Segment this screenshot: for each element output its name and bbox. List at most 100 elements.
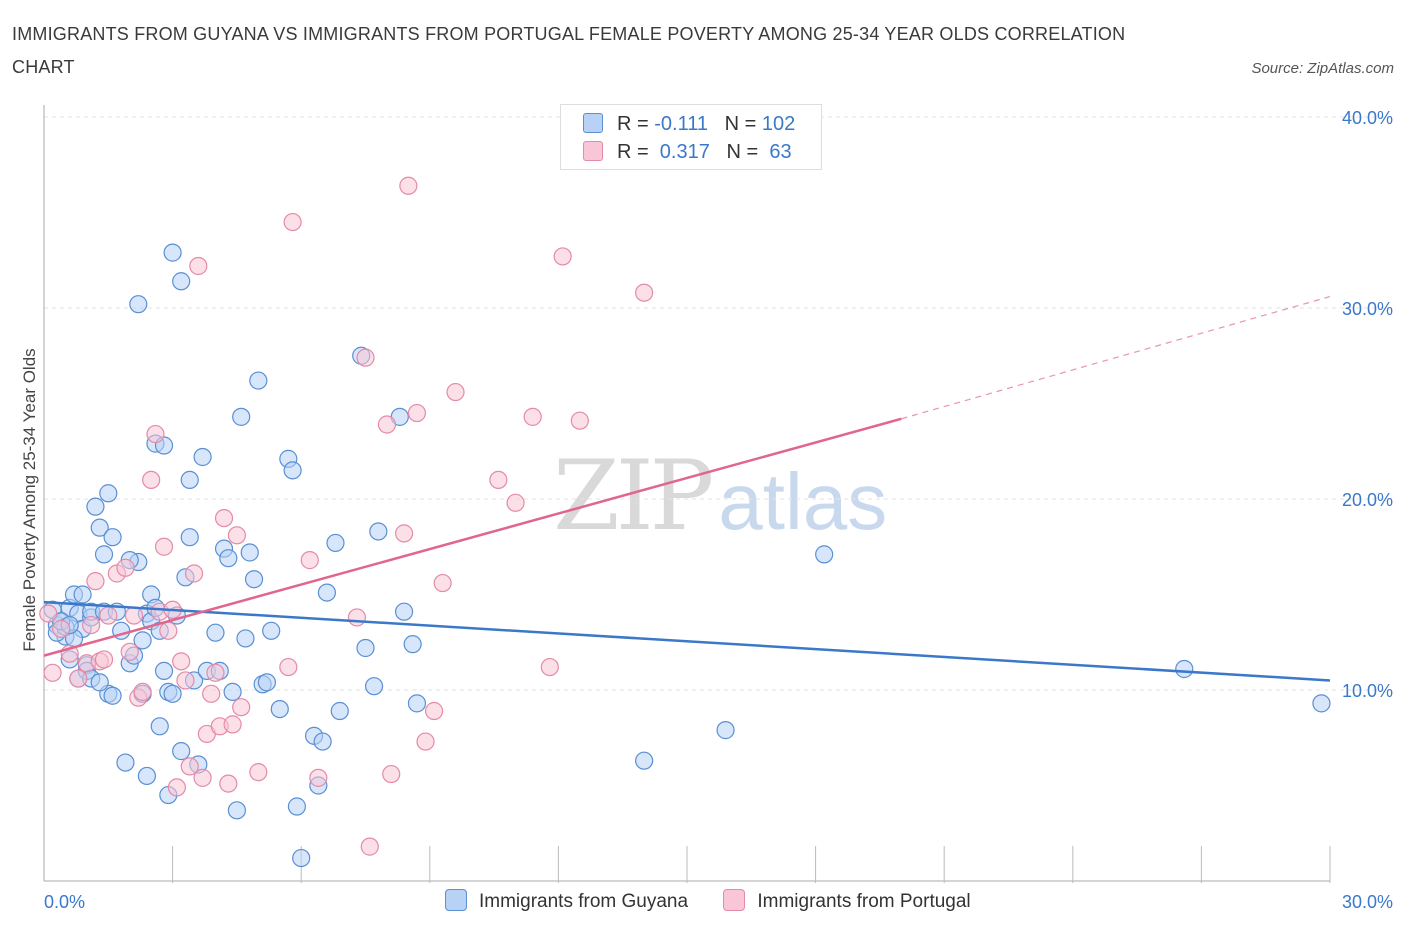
portugal-point (309, 768, 328, 787)
guyana-point (129, 295, 148, 314)
x-tick-label: 30.0% (1342, 892, 1393, 912)
portugal-point (489, 470, 508, 489)
portugal-point (227, 526, 246, 545)
portugal-point (116, 558, 135, 577)
portugal-point (300, 551, 319, 570)
portugal-point (356, 348, 375, 367)
guyana-point (180, 470, 199, 489)
guyana-point (716, 721, 735, 740)
portugal-point (223, 715, 242, 734)
portugal-legend-swatch (723, 889, 746, 911)
guyana-point (1175, 659, 1194, 679)
guyana-point (219, 549, 238, 568)
y-tick-label: 40.0% (1342, 108, 1393, 128)
stats-legend: R = -0.111 N = 102 R = 0.317 N = 63 (560, 104, 822, 170)
portugal-point (382, 764, 401, 784)
legend-item-portugal[interactable]: Immigrants from Portugal (723, 889, 971, 913)
portugal-trend-extension (901, 295, 1331, 420)
guyana-point (249, 371, 268, 390)
guyana-point (369, 522, 388, 541)
portugal-point (180, 757, 199, 776)
portugal-point (553, 247, 572, 266)
guyana-point (262, 621, 281, 640)
portugal-point (394, 524, 414, 543)
portugal-point (99, 606, 118, 625)
n-value: 63 (763, 141, 792, 163)
guyana-point (1312, 694, 1331, 713)
guyana-point (94, 545, 114, 564)
portugal-point (232, 698, 251, 717)
legend-label-portugal: Immigrants from Portugal (757, 891, 971, 912)
y-axis-label: Female Poverty Among 25-34 Year Olds (20, 348, 39, 652)
n-label: N = (724, 113, 762, 135)
y-tick-label: 30.0% (1342, 299, 1393, 319)
guyana-point (356, 638, 375, 658)
source-label: Source: ZipAtlas.com (1251, 60, 1394, 77)
guyana-point (317, 583, 337, 602)
guyana-point (163, 243, 182, 262)
portugal-point (206, 663, 225, 682)
r-value: -0.111 (654, 113, 708, 135)
portugal-point (133, 682, 152, 702)
guyana-point (193, 447, 212, 467)
guyana-point (292, 848, 311, 868)
portugal-point (424, 701, 444, 721)
portugal-point (283, 212, 302, 232)
portugal-point (219, 774, 238, 793)
stats-row-portugal: R = 0.317 N = 63 (583, 139, 792, 165)
guyana-point (73, 585, 92, 604)
portugal-point (39, 604, 58, 623)
portugal-point (416, 732, 435, 751)
legend-label-guyana: Immigrants from Guyana (479, 891, 689, 912)
guyana-point (227, 801, 246, 820)
portugal-point (172, 652, 191, 671)
portugal-point (360, 837, 379, 856)
guyana-point (137, 766, 156, 786)
guyana-point (103, 528, 122, 547)
guyana-point (394, 602, 414, 621)
portugal-point (43, 663, 62, 682)
guyana-point (116, 753, 135, 772)
guyana-point (244, 570, 264, 589)
portugal-point (523, 407, 542, 426)
guyana-legend-swatch (445, 889, 467, 911)
guyana-point (240, 543, 259, 562)
y-tick-label: 20.0% (1342, 490, 1393, 510)
portugal-point (167, 778, 186, 797)
guyana-point (287, 797, 307, 816)
portugal-point (86, 572, 105, 591)
portugal-point (249, 763, 268, 782)
x-tick-label: 0.0% (44, 892, 85, 912)
guyana-point (326, 533, 345, 553)
guyana-point (172, 742, 191, 761)
r-value: 0.317 (654, 141, 710, 163)
portugal-point (377, 415, 397, 434)
guyana-point (154, 661, 174, 681)
portugal-point (189, 256, 208, 276)
portugal-point (184, 564, 204, 583)
guyana-point (133, 631, 152, 650)
watermark-atlas: atlas (718, 457, 888, 546)
guyana-point (223, 682, 242, 702)
guyana-point (257, 673, 277, 692)
portugal-point (570, 411, 589, 430)
guyana-point (180, 528, 199, 547)
r-label: R = (617, 141, 655, 163)
portugal-point (69, 669, 88, 688)
portugal-point (146, 424, 165, 444)
portugal-point (399, 176, 418, 195)
guyana-point (86, 497, 105, 516)
portugal-point (52, 619, 71, 638)
guyana-point (403, 635, 422, 654)
guyana-point (163, 684, 182, 703)
portugal-point (446, 382, 465, 402)
guyana-point (90, 673, 109, 692)
portugal-point (124, 606, 144, 625)
portugal-point (142, 470, 161, 489)
legend-item-guyana[interactable]: Immigrants from Guyana (445, 889, 688, 913)
guyana-point (313, 732, 332, 751)
n-label: N = (726, 141, 764, 163)
guyana-point (172, 272, 191, 291)
guyana-point (815, 545, 834, 564)
